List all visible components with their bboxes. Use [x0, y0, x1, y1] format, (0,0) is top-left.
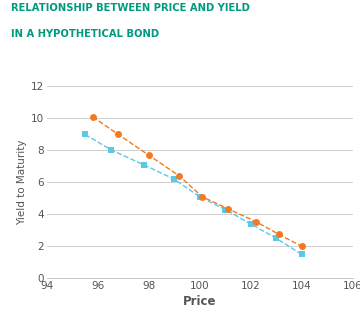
Point	[146, 153, 152, 158]
Point	[82, 132, 88, 137]
Point	[253, 219, 259, 224]
Point	[248, 221, 254, 227]
Point	[299, 252, 305, 257]
Text: IN A HYPOTHETICAL BOND: IN A HYPOTHETICAL BOND	[11, 29, 159, 39]
Point	[141, 162, 147, 167]
Point	[176, 173, 182, 179]
Point	[225, 206, 231, 212]
Point	[171, 177, 177, 182]
Point	[274, 236, 279, 241]
Point	[276, 232, 282, 237]
Point	[197, 194, 203, 199]
Point	[108, 147, 113, 152]
Point	[222, 207, 228, 212]
X-axis label: Price: Price	[183, 295, 217, 308]
Y-axis label: Yield to Maturity: Yield to Maturity	[17, 140, 27, 225]
Point	[90, 114, 96, 119]
Text: RELATIONSHIP BETWEEN PRICE AND YIELD: RELATIONSHIP BETWEEN PRICE AND YIELD	[11, 3, 250, 13]
Point	[115, 132, 121, 137]
Point	[199, 194, 205, 199]
Point	[299, 244, 305, 249]
